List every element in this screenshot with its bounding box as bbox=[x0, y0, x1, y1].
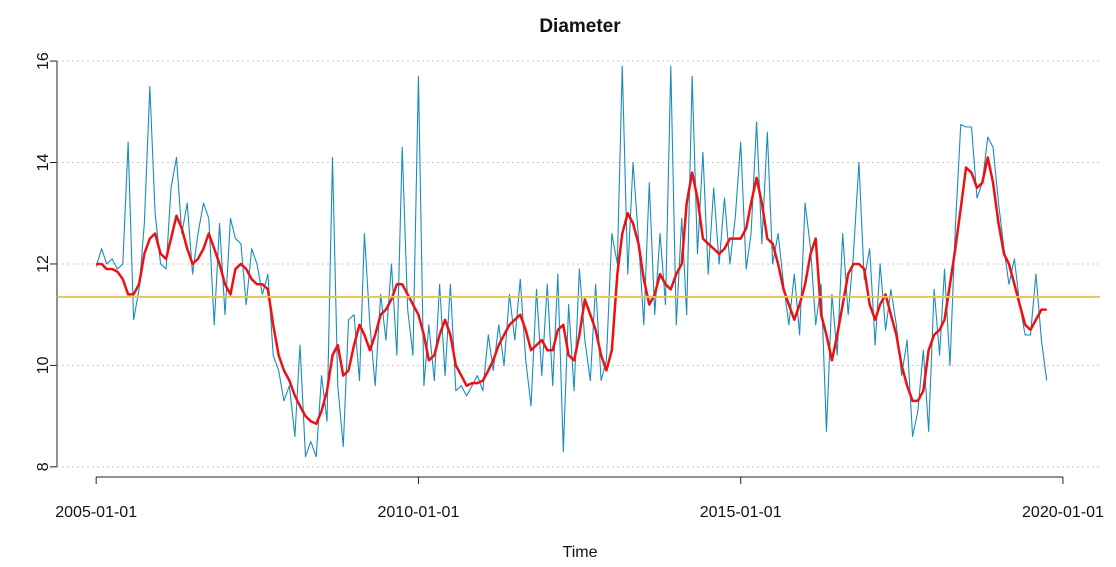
x-tick-label: 2010-01-01 bbox=[378, 504, 460, 521]
x-tick-label: 2015-01-01 bbox=[700, 504, 782, 521]
line-series bbox=[96, 156, 1047, 425]
y-tick-label: 14 bbox=[35, 154, 52, 172]
line-series bbox=[95, 65, 1048, 458]
y-tick-label: 10 bbox=[35, 356, 52, 374]
x-axis-label: Time bbox=[563, 544, 598, 561]
x-tick-label: 2005-01-01 bbox=[55, 504, 137, 521]
x-tick-label: 2020-01-01 bbox=[1022, 504, 1104, 521]
chart-title: Diameter bbox=[539, 16, 621, 37]
y-tick-label: 8 bbox=[35, 462, 52, 471]
y-tick-label: 12 bbox=[35, 255, 52, 273]
y-tick-label: 16 bbox=[35, 52, 52, 70]
